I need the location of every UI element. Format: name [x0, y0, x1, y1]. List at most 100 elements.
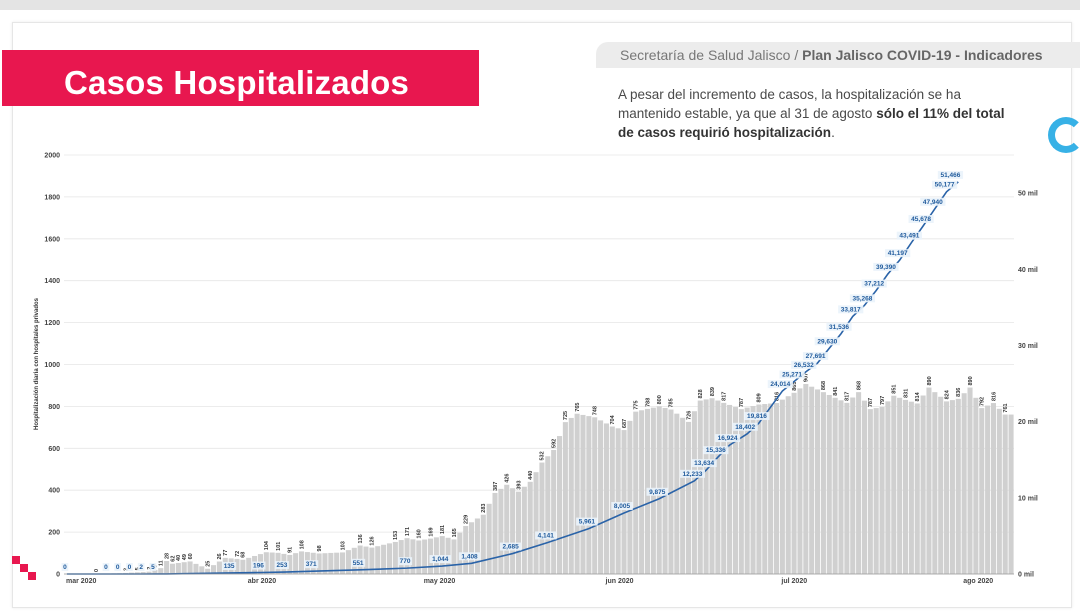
- daily-bar: [856, 392, 862, 574]
- daily-bar: [715, 400, 721, 574]
- daily-bar: [797, 388, 803, 574]
- daily-bar: [861, 400, 867, 574]
- daily-bar: [914, 403, 920, 574]
- cumulative-value-label: 0: [128, 564, 132, 571]
- bar-value-label: 181: [440, 525, 446, 534]
- summary-part1: A pesar del incremento de casos, la hosp…: [618, 87, 961, 121]
- y-tick-label: 2000: [44, 153, 60, 160]
- y2-tick-label: 20 mil: [1018, 419, 1038, 426]
- daily-bar: [375, 546, 381, 574]
- x-month-label: ago 2020: [963, 578, 993, 585]
- y2-tick-label: 30 mil: [1018, 343, 1038, 350]
- daily-bar: [820, 392, 826, 574]
- daily-bar: [902, 399, 909, 574]
- y-tick-label: 0: [56, 572, 60, 579]
- cumulative-value-label: 41,197: [888, 250, 908, 257]
- cumulative-value-label: 12,233: [682, 471, 702, 478]
- bar-value-label: 868: [821, 381, 827, 390]
- daily-bar: [463, 526, 469, 574]
- daily-bar: [732, 407, 738, 574]
- cumulative-value-label: 33,817: [841, 306, 861, 313]
- bar-value-label: 49: [182, 554, 188, 560]
- daily-bar: [381, 544, 387, 574]
- cumulative-label-bg: [896, 231, 922, 240]
- bar-value-label: 792: [980, 397, 986, 406]
- daily-bar: [680, 417, 686, 574]
- cumulative-value-label: 5,961: [579, 519, 596, 526]
- daily-bar: [873, 408, 879, 574]
- cumulative-label-bg: [304, 560, 319, 569]
- x-month-label: abr 2020: [248, 578, 277, 585]
- daily-bar: [134, 572, 140, 574]
- daily-bar: [410, 539, 416, 574]
- cumulative-value-label: 16,924: [718, 435, 738, 442]
- cumulative-value-label: 2: [139, 564, 143, 571]
- daily-bar: [773, 403, 780, 574]
- bar-value-label: 817: [845, 392, 851, 401]
- bar-value-label: 25: [205, 561, 211, 567]
- daily-bar: [832, 397, 838, 574]
- cumulative-label-bg: [920, 197, 946, 206]
- daily-bar: [1008, 414, 1014, 574]
- daily-bar: [492, 492, 498, 574]
- daily-bar: [944, 401, 950, 574]
- bar-value-label: 72: [235, 551, 241, 557]
- daily-bar: [961, 393, 967, 574]
- cumulative-value-label: 18,402: [735, 424, 755, 431]
- daily-bar: [181, 562, 187, 574]
- daily-bar: [586, 416, 592, 574]
- daily-bar: [738, 409, 744, 574]
- cumulative-value-label: 9,875: [649, 489, 666, 496]
- bar-value-label: 785: [669, 398, 675, 407]
- daily-bar: [474, 518, 480, 574]
- bar-value-label: 387: [493, 482, 499, 491]
- daily-bar: [686, 421, 692, 574]
- bar-value-label: 393: [516, 480, 522, 489]
- bar-value-label: 283: [481, 504, 487, 513]
- daily-bar: [169, 563, 176, 574]
- cumulative-label-bg: [937, 170, 964, 179]
- cumulative-label-bg: [679, 469, 706, 478]
- ring-icon: [1048, 117, 1080, 153]
- bar-value-label: 704: [610, 414, 616, 424]
- cumulative-label-bg: [779, 370, 805, 379]
- cumulative-value-label: 4,141: [538, 532, 555, 539]
- cumulative-label-bg: [908, 215, 934, 224]
- bar-value-label: 836: [956, 388, 962, 397]
- header-org: Secretaría de Salud Jalisco: [620, 47, 791, 63]
- daily-bar: [369, 547, 375, 574]
- cumulative-label-bg: [149, 562, 157, 571]
- title-banner: [2, 50, 479, 106]
- cumulative-value-label: 26,532: [794, 362, 814, 369]
- bar-value-label: 532: [540, 451, 546, 460]
- cumulative-value-label: 253: [276, 562, 287, 569]
- daily-bar: [439, 536, 445, 574]
- y-tick-label: 1200: [44, 320, 60, 327]
- daily-bar: [287, 554, 293, 574]
- daily-bar: [885, 401, 891, 574]
- daily-bar: [386, 543, 392, 574]
- corner-square-icon: [28, 572, 36, 580]
- cumulative-label-bg: [691, 459, 717, 468]
- cumulative-label-bg: [744, 412, 770, 421]
- daily-bar: [973, 397, 979, 574]
- daily-bar: [545, 456, 551, 574]
- daily-bar: [703, 399, 709, 574]
- page-title: Casos Hospitalizados: [64, 64, 410, 101]
- cumulative-value-label: 45,678: [911, 216, 931, 223]
- bar-value-label: 824: [944, 389, 950, 399]
- cumulative-label-bg: [274, 561, 289, 570]
- daily-bar: [205, 568, 211, 574]
- y-axis-label: Hospitalización diaria con hospitales pr…: [34, 297, 40, 430]
- bar-value-label: 101: [276, 542, 282, 551]
- bar-value-label: 797: [880, 396, 886, 405]
- daily-bar: [756, 404, 762, 574]
- cumulative-value-label: 0: [104, 564, 108, 571]
- daily-bar: [897, 397, 903, 574]
- bar-value-label: 77: [223, 550, 229, 556]
- cumulative-label-bg: [802, 352, 829, 361]
- bar-value-label: 816: [774, 392, 780, 401]
- bar-value-label: 103: [340, 541, 346, 550]
- bar-value-label: 868: [856, 381, 862, 390]
